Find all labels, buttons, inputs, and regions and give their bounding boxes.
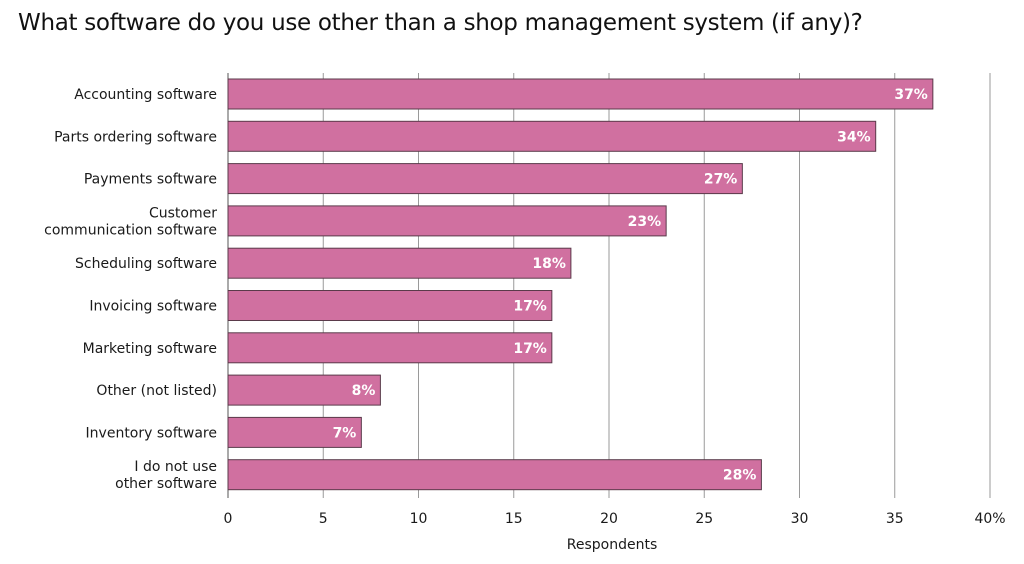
x-tick-label: 30 (791, 511, 809, 527)
category-label: Invoicing software (89, 299, 217, 315)
category-label-line: Scheduling software (75, 256, 217, 272)
category-label-line: Customer (149, 205, 217, 221)
data-label: 27% (704, 172, 738, 188)
bar (227, 459, 762, 491)
data-label: 34% (837, 129, 871, 145)
category-label: Parts ordering software (54, 129, 217, 145)
bar (227, 290, 553, 321)
category-label: Customer communication software (44, 205, 217, 238)
data-label: 7% (333, 425, 357, 441)
x-tick-labels: 0 5 10 15 20 25 30 35 40% (224, 511, 1006, 527)
data-label: 28% (723, 468, 757, 484)
bar (227, 332, 553, 364)
data-label: 17% (513, 341, 547, 357)
category-label: Payments software (84, 172, 217, 188)
category-label-line: Parts ordering software (54, 129, 217, 145)
x-tick-label: 0 (224, 511, 233, 527)
bar (227, 374, 381, 406)
category-label: Accounting software (74, 87, 217, 103)
category-label-line: Accounting software (74, 87, 217, 103)
category-label: Scheduling software (75, 256, 217, 272)
x-tick-label: 35 (886, 511, 904, 527)
data-labels: 37% 34% 27% 23% 18% 17% 17% 8% 7% 28% (333, 87, 928, 484)
data-label: 8% (352, 383, 376, 399)
category-label-line: communication software (44, 222, 217, 238)
category-label-line: other software (115, 476, 217, 492)
category-label-line: Payments software (84, 172, 217, 188)
category-label-line: Marketing software (83, 341, 217, 357)
bar (227, 247, 572, 279)
bar (227, 205, 667, 237)
category-label: Marketing software (83, 341, 217, 357)
bar (227, 78, 934, 110)
x-axis-title: Respondents (567, 537, 658, 553)
x-tick-label: 25 (695, 511, 713, 527)
category-label: I do not use other software (115, 459, 217, 492)
chart-title: What software do you use other than a sh… (18, 10, 863, 36)
category-label: Other (not listed) (96, 383, 217, 399)
x-tick-label: 15 (505, 511, 523, 527)
bars (227, 78, 934, 491)
x-tick-label: 40% (974, 511, 1005, 527)
category-label-line: Other (not listed) (96, 383, 217, 399)
bar (227, 163, 743, 195)
data-label: 37% (894, 87, 928, 103)
data-label: 18% (532, 256, 566, 272)
category-label-line: Invoicing software (89, 299, 217, 315)
category-label: Inventory software (86, 425, 217, 441)
bar (227, 416, 362, 448)
x-tick-label: 5 (319, 511, 328, 527)
data-label: 23% (628, 214, 662, 230)
x-tick-label: 10 (410, 511, 428, 527)
x-tick-label: 20 (600, 511, 618, 527)
data-label: 17% (513, 299, 547, 315)
category-label-line: I do not use (134, 459, 217, 475)
category-label-line: Inventory software (86, 425, 217, 441)
category-labels: Accounting software Parts ordering softwa… (44, 87, 217, 492)
bar (227, 120, 877, 152)
